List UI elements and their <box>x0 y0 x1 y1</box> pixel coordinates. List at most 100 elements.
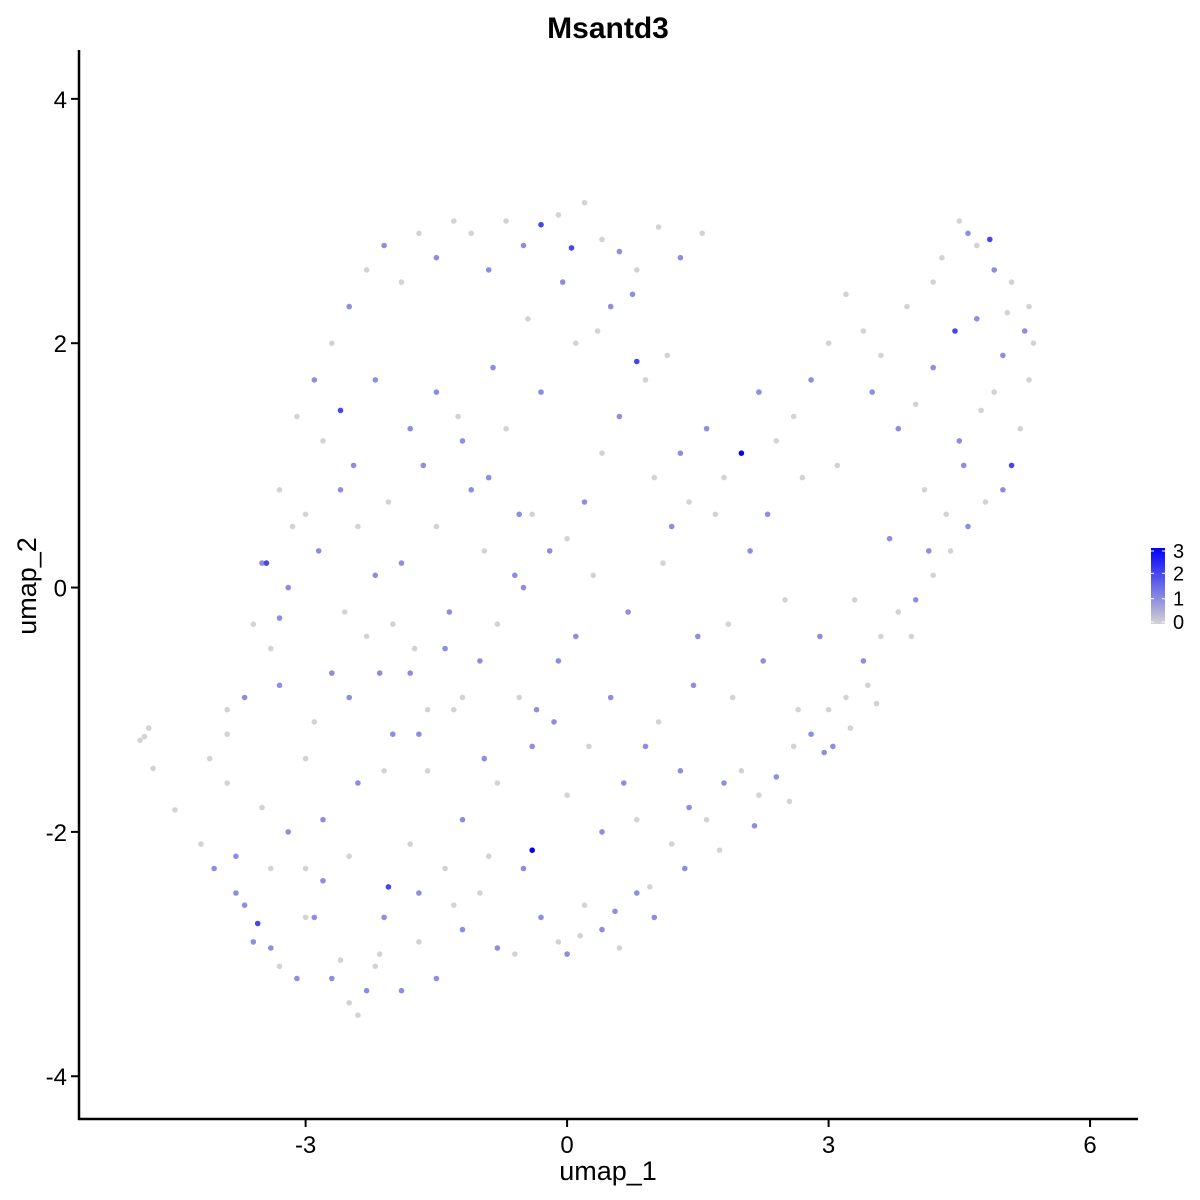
data-point <box>520 584 527 591</box>
data-point <box>865 682 871 689</box>
data-point <box>712 511 719 518</box>
data-point <box>398 987 405 994</box>
data-point <box>481 755 488 762</box>
data-point <box>982 499 989 505</box>
data-point <box>538 221 544 228</box>
data-point <box>311 719 318 725</box>
data-point <box>621 780 627 786</box>
data-point <box>285 584 292 591</box>
data-point <box>895 425 902 432</box>
data-point <box>442 865 448 872</box>
x-tick-label: 0 <box>560 1132 573 1159</box>
data-point <box>555 212 562 218</box>
data-point <box>494 621 501 627</box>
data-point <box>141 733 148 740</box>
data-point <box>276 963 283 970</box>
data-point <box>825 706 832 713</box>
data-point <box>616 248 623 255</box>
data-point <box>703 816 710 823</box>
data-point <box>586 743 592 750</box>
colorbar-tick-label: 2 <box>1173 563 1184 585</box>
data-point <box>355 1012 361 1018</box>
data-point <box>494 780 501 786</box>
data-point <box>346 303 353 310</box>
data-point <box>320 878 326 884</box>
data-point <box>385 499 392 505</box>
data-point <box>795 706 801 713</box>
data-point <box>555 939 562 945</box>
data-point <box>294 975 300 982</box>
data-point <box>843 694 849 701</box>
colorbar-tick-label: 3 <box>1173 541 1184 563</box>
data-point <box>459 926 466 933</box>
data-point <box>337 407 344 414</box>
data-point <box>233 853 239 860</box>
data-point <box>594 328 601 334</box>
data-point <box>978 407 984 414</box>
data-point <box>956 218 963 224</box>
y-tick-label: 0 <box>54 576 67 603</box>
data-point <box>329 975 335 982</box>
data-point <box>259 804 265 811</box>
data-point <box>1017 425 1024 432</box>
data-point <box>172 807 178 813</box>
data-point <box>1000 487 1006 493</box>
data-point <box>873 700 880 707</box>
data-point <box>520 242 527 249</box>
data-point <box>538 914 544 921</box>
data-point <box>320 438 326 444</box>
data-point <box>263 560 270 566</box>
data-point <box>294 413 300 420</box>
data-point <box>817 633 823 640</box>
data-point <box>825 340 832 347</box>
data-point <box>577 932 583 939</box>
data-point <box>381 768 387 774</box>
data-point <box>442 645 448 652</box>
data-point <box>512 951 518 957</box>
data-point <box>821 749 827 756</box>
data-point <box>786 798 793 805</box>
data-point <box>551 719 557 725</box>
data-point <box>686 804 692 811</box>
data-point <box>721 474 727 481</box>
data-point <box>311 377 318 383</box>
data-point <box>930 364 936 371</box>
data-point <box>860 658 867 664</box>
x-tick-label: 3 <box>822 1132 835 1159</box>
data-point <box>268 865 274 872</box>
data-point <box>943 511 949 518</box>
data-point <box>738 450 745 457</box>
data-point <box>224 706 230 713</box>
data-point <box>451 902 457 908</box>
data-point <box>886 535 893 542</box>
data-point <box>346 853 353 860</box>
data-point <box>921 487 928 493</box>
data-point <box>329 340 335 347</box>
data-point <box>590 572 596 579</box>
data-point <box>477 658 483 664</box>
data-point <box>490 364 496 371</box>
data-point <box>756 792 762 798</box>
data-point <box>446 609 453 615</box>
colorbar-legend: 01 23 <box>1151 541 1184 634</box>
data-point <box>581 199 588 206</box>
data-point <box>878 633 884 640</box>
data-point <box>302 511 309 518</box>
data-point <box>145 725 152 731</box>
y-tick-label: -4 <box>46 1064 67 1091</box>
chart-title: Msantd3 <box>547 12 669 45</box>
colorbar-tick-label: 1 <box>1173 589 1184 611</box>
data-point <box>520 865 527 872</box>
data-point <box>407 841 414 847</box>
data-point <box>960 462 967 469</box>
data-point <box>512 572 518 579</box>
data-point <box>372 572 379 579</box>
data-point <box>991 389 997 395</box>
data-point <box>363 987 370 994</box>
data-point <box>485 474 492 481</box>
data-point <box>1000 352 1006 359</box>
data-point <box>607 694 614 701</box>
data-point <box>677 254 684 261</box>
data-point <box>634 267 640 273</box>
